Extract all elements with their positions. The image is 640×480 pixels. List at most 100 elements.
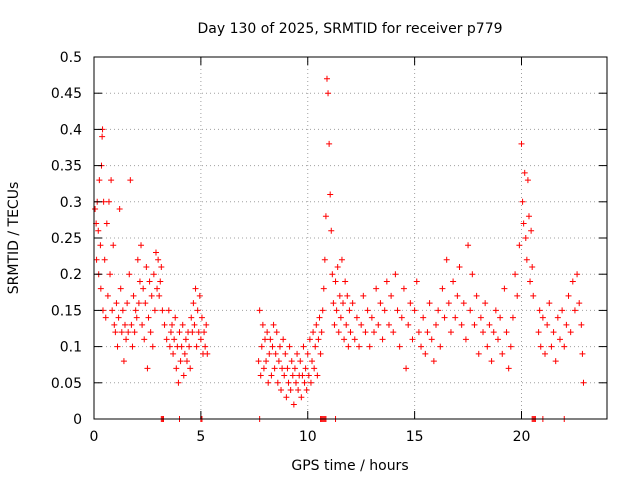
data-point xyxy=(331,321,338,328)
data-point xyxy=(145,314,152,321)
data-point xyxy=(260,365,267,372)
data-point xyxy=(527,278,534,285)
data-point xyxy=(197,336,204,343)
data-point xyxy=(462,336,469,343)
data-point xyxy=(139,321,146,328)
data-point xyxy=(300,343,307,350)
data-point xyxy=(149,343,156,350)
data-point xyxy=(537,343,544,350)
data-point xyxy=(422,350,429,357)
data-point xyxy=(119,307,126,314)
data-point xyxy=(317,350,324,357)
data-point xyxy=(509,314,516,321)
data-point xyxy=(465,242,472,249)
data-point xyxy=(183,358,190,365)
data-point xyxy=(179,321,186,328)
data-point xyxy=(548,343,555,350)
data-point xyxy=(456,263,463,270)
data-point xyxy=(290,401,297,408)
data-point xyxy=(169,321,176,328)
data-point xyxy=(467,307,474,314)
data-point xyxy=(170,350,177,357)
data-point xyxy=(424,329,431,336)
data-point xyxy=(283,394,290,401)
data-point xyxy=(346,307,353,314)
data-point xyxy=(150,271,157,278)
data-point xyxy=(445,300,452,307)
data-point xyxy=(415,329,422,336)
data-point xyxy=(278,387,285,394)
data-point xyxy=(559,307,566,314)
data-point xyxy=(342,278,349,285)
data-point xyxy=(315,336,322,343)
data-point xyxy=(138,242,145,249)
data-point xyxy=(322,213,329,220)
data-point xyxy=(452,314,459,321)
data-point xyxy=(107,271,114,278)
data-point xyxy=(134,256,141,263)
data-point xyxy=(97,242,104,249)
data-point xyxy=(282,350,289,357)
data-point xyxy=(556,336,563,343)
data-point xyxy=(539,314,546,321)
data-point xyxy=(128,321,135,328)
data-point xyxy=(177,358,184,365)
data-point xyxy=(519,198,526,205)
data-point xyxy=(108,177,115,184)
data-point xyxy=(93,256,100,263)
data-point xyxy=(494,336,501,343)
data-point xyxy=(154,285,161,292)
data-point xyxy=(488,358,495,365)
data-point xyxy=(552,358,559,365)
data-point xyxy=(156,292,163,299)
data-point xyxy=(400,285,407,292)
data-point xyxy=(318,329,325,336)
data-point xyxy=(112,329,119,336)
data-point xyxy=(166,343,173,350)
y-tick-label: 0.3 xyxy=(60,195,82,211)
data-point xyxy=(411,307,418,314)
data-point xyxy=(280,336,287,343)
data-point xyxy=(316,314,323,321)
data-point xyxy=(198,314,205,321)
data-point xyxy=(418,343,425,350)
data-point xyxy=(141,336,148,343)
data-point xyxy=(390,329,397,336)
data-point xyxy=(426,300,433,307)
data-point xyxy=(279,365,286,372)
data-point xyxy=(546,300,553,307)
data-point xyxy=(269,343,276,350)
data-point xyxy=(155,256,162,263)
data-point xyxy=(565,292,572,299)
data-point xyxy=(309,358,316,365)
data-point xyxy=(161,321,168,328)
data-point xyxy=(288,358,295,365)
data-point xyxy=(123,336,130,343)
data-point xyxy=(314,372,321,379)
x-tick-label: 15 xyxy=(406,429,424,445)
data-point xyxy=(264,329,271,336)
data-point xyxy=(294,350,301,357)
data-point xyxy=(151,307,158,314)
data-point xyxy=(320,285,327,292)
data-point xyxy=(520,220,527,227)
data-point xyxy=(271,365,278,372)
data-point xyxy=(158,263,165,270)
data-point xyxy=(272,350,279,357)
data-point xyxy=(126,271,133,278)
data-point xyxy=(420,314,427,321)
data-point xyxy=(281,372,288,379)
data-point xyxy=(109,307,116,314)
data-point xyxy=(454,292,461,299)
data-point xyxy=(286,343,293,350)
data-point xyxy=(163,336,170,343)
data-point xyxy=(101,256,108,263)
data-point xyxy=(178,343,185,350)
data-point xyxy=(310,329,317,336)
data-point xyxy=(388,292,395,299)
data-point xyxy=(196,292,203,299)
data-point xyxy=(262,336,268,343)
x-tick-label: 20 xyxy=(513,429,531,445)
data-point xyxy=(255,358,262,365)
